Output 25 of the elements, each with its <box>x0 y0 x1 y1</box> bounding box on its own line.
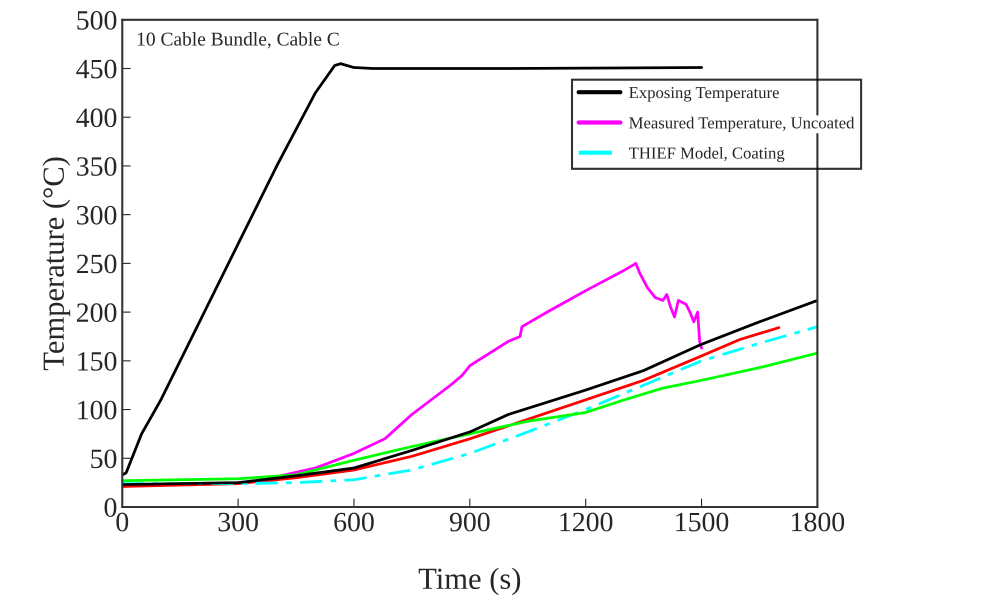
x-tick-label: 1800 <box>792 512 844 532</box>
text: 10 Cable Bundle, Cable C <box>138 32 339 48</box>
y-tick-label: 500 <box>77 10 116 30</box>
y-tick-label: 200 <box>76 303 116 322</box>
y-tick-label: 150 <box>78 352 116 371</box>
y-tick-label: 300 <box>77 206 116 225</box>
y-tick-label: 450 <box>76 60 116 78</box>
x-tick-label: 1200 <box>560 512 612 532</box>
legend-label: Measured Temperature, Uncoated <box>629 116 854 132</box>
x-tick-label: 300 <box>218 512 258 532</box>
y-tick-label: 0 <box>104 498 116 517</box>
x-tick-label: 0 <box>116 512 128 532</box>
x-axis-title: Time (s) <box>418 568 520 596</box>
y-tick-label: 350 <box>77 157 116 176</box>
legend-label: THIEF Model, Coating <box>628 146 784 162</box>
x-tick-label: 1500 <box>676 512 728 532</box>
x-tick-label: 600 <box>334 512 374 532</box>
x-tick-label: 900 <box>450 512 490 532</box>
y-tick-label: 250 <box>76 254 116 274</box>
y-axis-title: Temperature (°C) <box>42 157 70 370</box>
y-tick-label: 100 <box>78 400 116 420</box>
line-series <box>122 352 818 482</box>
y-tick-label: 50 <box>91 449 116 468</box>
legend-label: Exposing Temperature <box>629 87 779 102</box>
y-tick-label: 400 <box>76 108 116 128</box>
